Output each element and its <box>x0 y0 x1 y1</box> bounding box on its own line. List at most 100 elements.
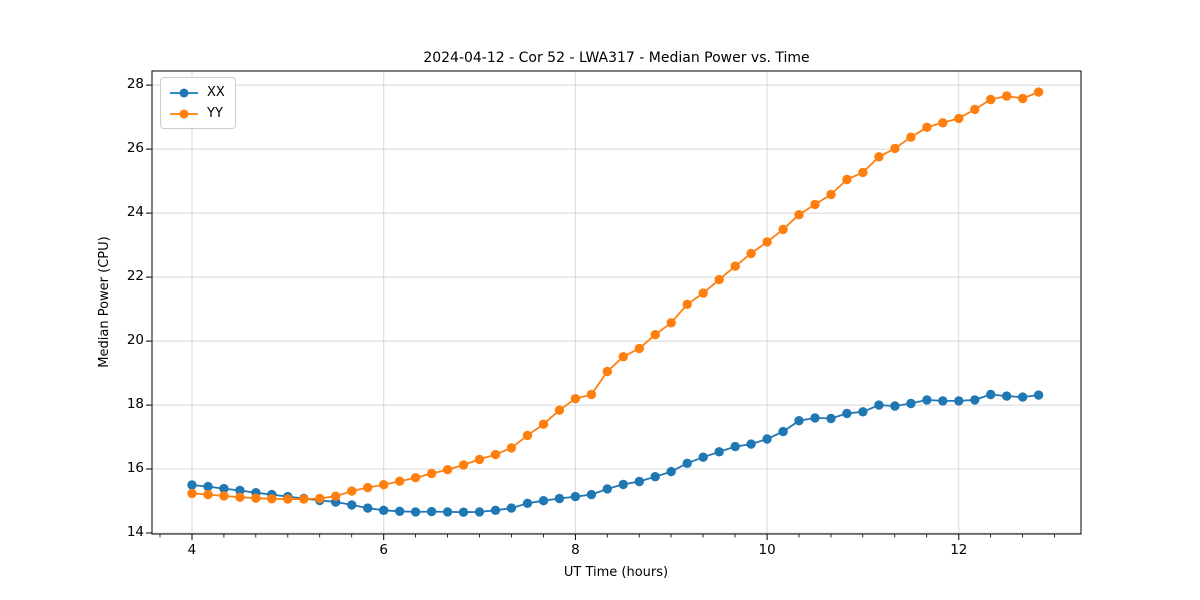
data-point-xx <box>1018 392 1028 402</box>
data-point-xx <box>235 485 245 496</box>
data-point-yy <box>363 482 373 493</box>
data-point-yy <box>938 118 948 128</box>
y-tick-label: 24 <box>126 204 144 221</box>
chart-title: 2024-04-12 - Cor 52 - LWA317 - Median Po… <box>423 50 810 66</box>
data-point-xx <box>538 496 549 506</box>
data-point-xx <box>810 413 820 423</box>
data-point-xx <box>954 396 964 406</box>
x-tick-label: 8 <box>571 542 580 558</box>
y-tick-label: 28 <box>126 76 144 93</box>
data-point-xx <box>442 507 453 517</box>
data-point-xx <box>379 505 389 515</box>
data-point-xx <box>906 398 916 409</box>
data-point-yy <box>778 224 788 235</box>
x-tick-label: 6 <box>379 542 388 558</box>
data-point-xx <box>410 507 421 517</box>
y-tick-label: 22 <box>126 268 144 285</box>
data-point-xx <box>682 458 692 468</box>
data-point-yy <box>331 491 341 501</box>
legend-label-yy: YY <box>207 106 223 121</box>
data-point-yy <box>442 465 453 475</box>
axes-box <box>151 70 1082 535</box>
data-point-xx <box>922 395 932 405</box>
data-point-xx <box>858 407 868 417</box>
data-point-yy <box>410 473 421 483</box>
data-point-yy <box>1018 93 1028 104</box>
data-point-yy <box>379 480 389 490</box>
data-point-yy <box>570 394 581 404</box>
data-point-yy <box>730 261 740 271</box>
data-point-xx <box>203 481 213 492</box>
data-point-xx <box>762 434 772 444</box>
data-point-xx <box>714 447 724 457</box>
data-point-yy <box>794 210 804 220</box>
data-point-yy <box>219 491 229 501</box>
data-point-xx <box>602 484 612 494</box>
data-point-xx <box>554 493 565 504</box>
data-point-xx <box>474 507 485 517</box>
data-point-yy <box>762 237 772 247</box>
y-tick-label: 18 <box>126 396 144 413</box>
data-point-yy <box>522 430 533 441</box>
data-point-yy <box>299 494 309 504</box>
data-point-yy <box>1002 91 1012 101</box>
data-point-xx <box>970 395 980 405</box>
y-tick-label: 16 <box>126 460 144 477</box>
legend-label-xx: XX <box>207 85 225 100</box>
data-point-yy <box>538 419 549 429</box>
data-point-xx <box>826 413 836 424</box>
data-point-yy <box>906 132 916 142</box>
data-point-yy <box>698 288 708 298</box>
legend: XX YY <box>160 77 236 129</box>
data-point-xx <box>426 506 437 517</box>
x-tick-label: 12 <box>950 542 968 558</box>
legend-item-xx: XX <box>169 82 225 103</box>
data-point-yy <box>267 494 277 504</box>
data-point-yy <box>682 299 692 309</box>
data-point-xx <box>395 506 405 516</box>
data-point-xx <box>986 389 996 400</box>
data-point-yy <box>954 113 964 124</box>
data-point-xx <box>730 441 740 452</box>
legend-line-marker-xx-icon <box>170 88 198 97</box>
y-tick-label: 26 <box>126 140 144 157</box>
data-point-xx <box>938 396 948 406</box>
data-point-xx <box>842 408 852 419</box>
data-point-yy <box>283 494 293 504</box>
data-point-xx <box>874 400 884 410</box>
legend-item-yy: YY <box>169 103 225 124</box>
data-point-xx <box>490 505 501 515</box>
data-point-yy <box>842 174 852 185</box>
data-point-yy <box>458 460 469 470</box>
data-point-yy <box>347 486 357 496</box>
data-point-yy <box>970 104 980 115</box>
data-point-xx <box>666 466 676 477</box>
legend-line-marker-yy-icon <box>170 109 198 118</box>
data-point-yy <box>187 488 197 499</box>
data-point-xx <box>698 452 708 462</box>
data-point-xx <box>570 491 581 502</box>
data-point-yy <box>602 366 612 377</box>
data-point-yy <box>586 389 597 400</box>
data-point-yy <box>554 405 565 415</box>
data-point-xx <box>363 503 373 513</box>
data-point-yy <box>506 443 517 453</box>
y-tick-label: 14 <box>126 524 144 541</box>
x-tick-label: 4 <box>187 542 197 558</box>
data-point-yy <box>826 189 836 200</box>
data-point-yy <box>874 152 884 162</box>
data-point-yy <box>746 248 756 259</box>
data-point-xx <box>187 480 197 490</box>
data-point-xx <box>506 503 517 513</box>
data-point-yy <box>986 94 996 105</box>
data-point-xx <box>890 401 900 411</box>
data-point-yy <box>858 167 868 178</box>
data-point-yy <box>490 449 501 460</box>
data-point-xx <box>347 500 357 510</box>
data-point-xx <box>794 416 804 426</box>
data-point-xx <box>458 507 469 517</box>
data-point-xx <box>522 498 533 508</box>
data-point-yy <box>251 493 261 503</box>
